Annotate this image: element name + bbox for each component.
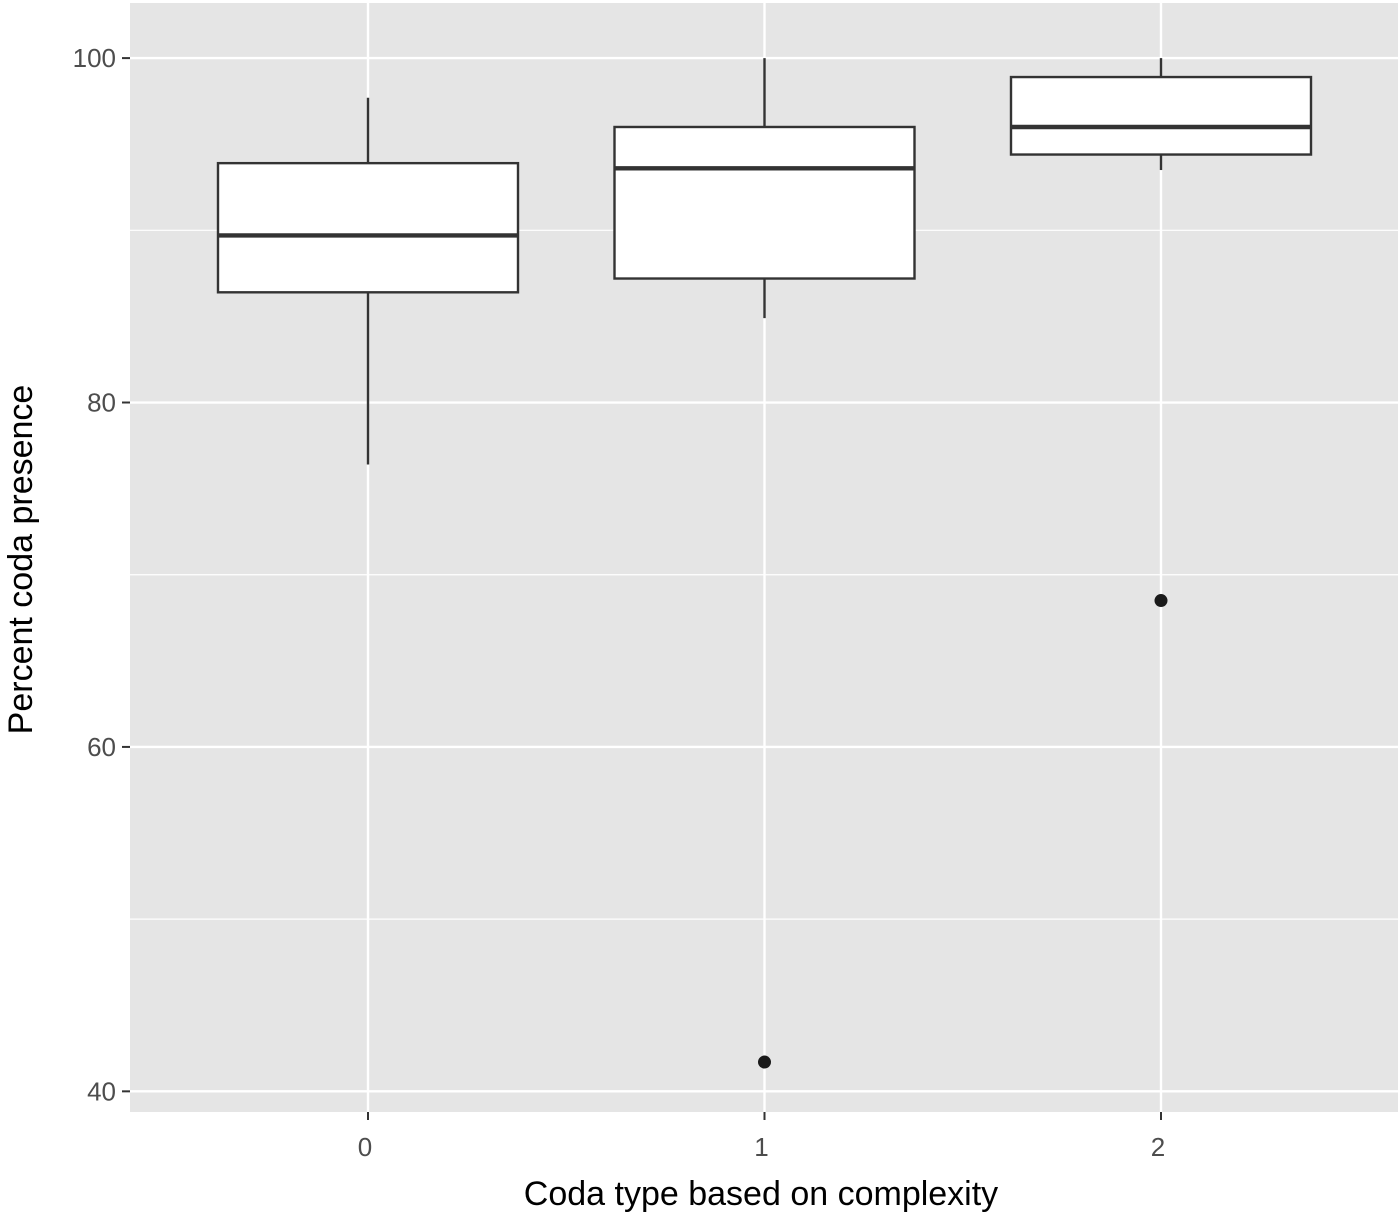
y-tick-label: 80 [87,388,116,418]
boxes [216,58,1313,1069]
outlier-point [758,1055,771,1069]
box-iqr [216,161,520,294]
box-iqr [1009,75,1313,156]
box-2 [1009,58,1313,608]
x-tick-label: 0 [358,1132,372,1162]
box-1 [613,58,916,1069]
box-0 [216,97,520,465]
axes: 40 60 80 100 0 1 2 [73,43,1166,1162]
y-tick-label: 100 [73,43,116,73]
x-tick-label: 2 [1151,1132,1165,1162]
x-axis-title: Coda type based on complexity [524,1175,998,1213]
box-iqr [613,125,916,280]
x-tick-label: 1 [754,1132,768,1162]
outlier-point [1154,594,1168,608]
y-axis-title: Percent coda presence [2,385,40,735]
y-tick-label: 40 [87,1076,116,1106]
y-tick-label: 60 [87,732,116,762]
